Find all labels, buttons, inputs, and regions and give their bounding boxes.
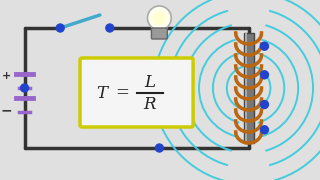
Circle shape — [260, 42, 268, 50]
Circle shape — [20, 84, 28, 92]
FancyBboxPatch shape — [151, 28, 167, 39]
Circle shape — [152, 11, 166, 25]
Circle shape — [260, 126, 268, 134]
Circle shape — [260, 71, 268, 79]
Text: T: T — [96, 84, 108, 102]
Circle shape — [106, 24, 114, 32]
Text: −: − — [1, 103, 12, 117]
Circle shape — [56, 24, 64, 32]
FancyBboxPatch shape — [80, 58, 193, 127]
Text: L: L — [144, 73, 155, 91]
Bar — [245, 33, 247, 143]
Text: R: R — [143, 96, 156, 112]
Text: +: + — [2, 71, 11, 81]
Circle shape — [260, 100, 268, 109]
Circle shape — [148, 6, 171, 30]
Circle shape — [156, 144, 163, 152]
Bar — [244, 33, 253, 143]
Text: =: = — [115, 84, 129, 102]
